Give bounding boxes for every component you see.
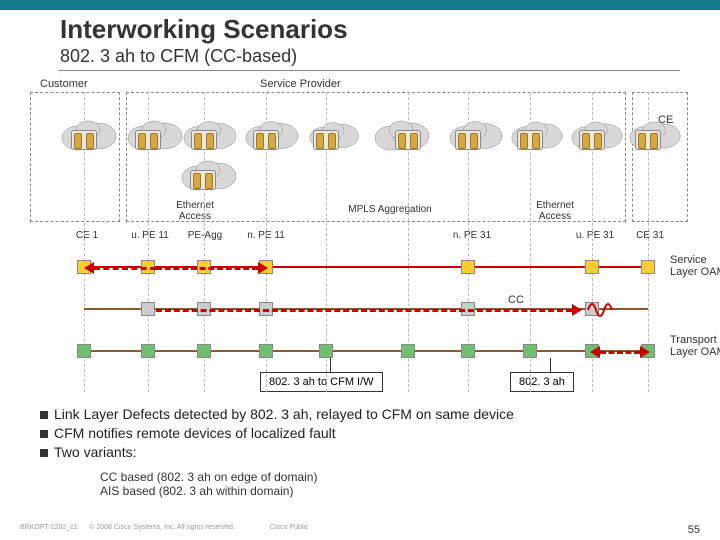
arrow-head [84, 262, 94, 274]
oam-node [401, 344, 415, 358]
leader-line [330, 358, 331, 372]
leader-line [550, 358, 551, 372]
oam-line [266, 350, 326, 352]
npe31-label: n. PE 31 [444, 230, 500, 241]
footer-code: BRKOPT-2202_c1 [20, 524, 78, 531]
oam-node [141, 302, 155, 316]
sub-bullet-2: AIS based (802. 3 ah within domain) [100, 484, 317, 498]
upe31-label: u. PE 31 [570, 230, 620, 241]
squiggle [586, 296, 616, 324]
oam-line [468, 350, 530, 352]
oam-node [585, 260, 599, 274]
oam-line [408, 350, 468, 352]
ah-box: 802. 3 ah [510, 372, 574, 392]
page-number: 55 [688, 524, 700, 536]
arrow-dashed [156, 267, 258, 270]
footer-public: Cisco Public [270, 524, 309, 531]
oam-line [326, 350, 408, 352]
customer-domain-box [30, 92, 120, 222]
network-device [253, 130, 279, 150]
top-accent-bar [0, 0, 720, 10]
oam-node [461, 260, 475, 274]
oam-line [204, 350, 266, 352]
network-device [313, 130, 339, 150]
oam-node [141, 344, 155, 358]
oam-node [77, 344, 91, 358]
oam-node [197, 344, 211, 358]
bullet-1: Link Layer Defects detected by 802. 3 ah… [40, 406, 690, 422]
customer-label: Customer [40, 78, 88, 90]
upe11-label: u. PE 11 [126, 230, 174, 241]
diagram-area: Customer Service Provider CE Ethernet Ac… [30, 78, 690, 398]
ce1-label: CE 1 [70, 230, 104, 241]
footer-copyright: © 2008 Cisco Systems, Inc. All rights re… [89, 524, 235, 531]
oam-node [523, 344, 537, 358]
page-subtitle: 802. 3 ah to CFM (CC-based) [60, 46, 297, 67]
arrow-dashed [94, 267, 156, 270]
sub-bullet-list: CC based (802. 3 ah on edge of domain) A… [100, 470, 317, 498]
sub-bullet-1: CC based (802. 3 ah on edge of domain) [100, 470, 317, 484]
network-device [135, 130, 161, 150]
network-device [517, 130, 543, 150]
arrow-head [258, 262, 268, 274]
transport-layer-label: Transport Layer OAM [670, 334, 720, 358]
oam-node [319, 344, 333, 358]
oam-node [461, 344, 475, 358]
oam-line [148, 350, 204, 352]
arrow-head [572, 304, 582, 316]
ce-right-domain-box [632, 92, 688, 222]
page-title: Interworking Scenarios [60, 14, 348, 45]
ce31-label: CE 31 [630, 230, 670, 241]
network-device [71, 130, 97, 150]
oam-line [84, 350, 148, 352]
bullet-list: Link Layer Defects detected by 802. 3 ah… [40, 406, 690, 463]
network-device [395, 130, 421, 150]
network-device [635, 130, 661, 150]
network-device-low [190, 170, 216, 190]
arrow-head [640, 346, 650, 358]
footer: BRKOPT-2202_c1 © 2008 Cisco Systems, Inc… [20, 524, 700, 536]
network-device [579, 130, 605, 150]
network-device [191, 130, 217, 150]
arrow-dashed-dh [600, 351, 640, 354]
arrow-dashed [156, 309, 572, 312]
provider-label: Service Provider [260, 78, 341, 90]
cc-label: CC [508, 294, 524, 306]
bullet-2: CFM notifies remote devices of localized… [40, 425, 690, 441]
arrow-head [590, 346, 600, 358]
oam-line [530, 350, 592, 352]
bullet-3: Two variants: [40, 444, 690, 460]
oam-node [641, 260, 655, 274]
title-divider [58, 70, 680, 71]
eth-access-left-label: Ethernet Access [160, 200, 230, 222]
oam-node [259, 344, 273, 358]
iw-box: 802. 3 ah to CFM I/W [260, 372, 383, 392]
peagg-label: PE-Agg [182, 230, 228, 241]
network-device [455, 130, 481, 150]
mpls-label: MPLS Aggregation [330, 204, 450, 215]
service-layer-label: Service Layer OAM [670, 254, 720, 278]
